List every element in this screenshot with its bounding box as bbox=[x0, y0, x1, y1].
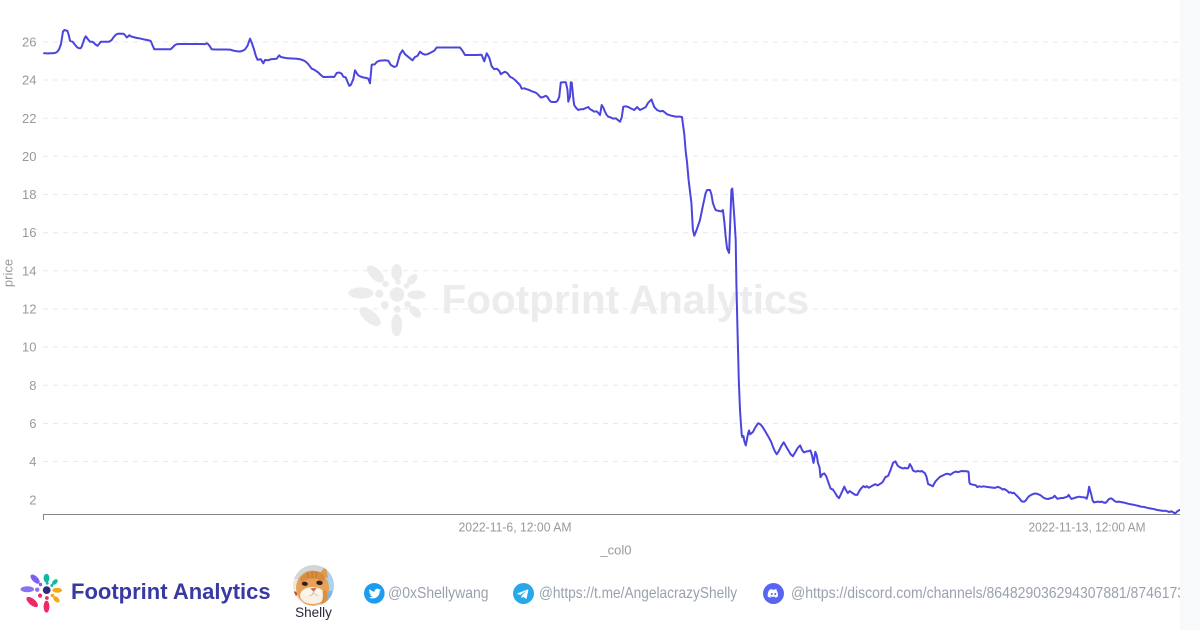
svg-text:2022-11-13, 12:00 AM: 2022-11-13, 12:00 AM bbox=[1029, 520, 1146, 535]
svg-text:18: 18 bbox=[22, 187, 36, 202]
svg-text:14: 14 bbox=[22, 263, 36, 278]
svg-text:_col0: _col0 bbox=[599, 543, 631, 558]
svg-text:price: price bbox=[1, 259, 16, 287]
svg-text:22: 22 bbox=[22, 111, 36, 126]
svg-text:26: 26 bbox=[22, 35, 36, 50]
svg-text:10: 10 bbox=[22, 340, 36, 355]
svg-text:2: 2 bbox=[29, 492, 36, 507]
svg-text:4: 4 bbox=[29, 454, 36, 469]
svg-text:Footprint Analytics: Footprint Analytics bbox=[442, 277, 810, 323]
svg-text:2022-11-6, 12:00 AM: 2022-11-6, 12:00 AM bbox=[459, 520, 572, 535]
svg-text:24: 24 bbox=[22, 73, 36, 88]
svg-text:16: 16 bbox=[22, 225, 36, 240]
svg-text:6: 6 bbox=[29, 416, 36, 431]
svg-text:12: 12 bbox=[22, 302, 36, 317]
svg-text:8: 8 bbox=[29, 378, 36, 393]
svg-text:20: 20 bbox=[22, 149, 36, 164]
